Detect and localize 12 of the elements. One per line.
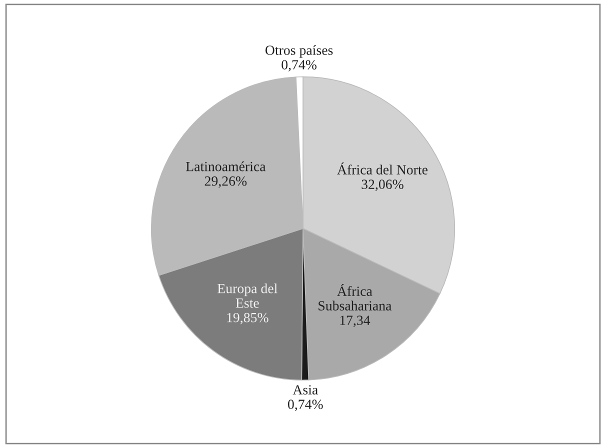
- slice-label: Asia: [292, 385, 318, 395]
- data-label: 0,74%: [282, 60, 317, 72]
- data-label: 17,34: [340, 316, 370, 327]
- data-label: 19,85%: [227, 312, 268, 324]
- data-label: 0,74%: [288, 400, 323, 412]
- data-label: 32,06%: [362, 180, 404, 191]
- slice-label: Latinoamérica: [186, 161, 266, 172]
- slice-label: África Subsahariana: [318, 284, 392, 310]
- data-label: 29,26%: [204, 176, 247, 188]
- slice-label: Otros países: [265, 45, 333, 58]
- slice-label: África del Norte: [337, 162, 428, 174]
- slice-label: Europa del Este: [218, 283, 278, 308]
